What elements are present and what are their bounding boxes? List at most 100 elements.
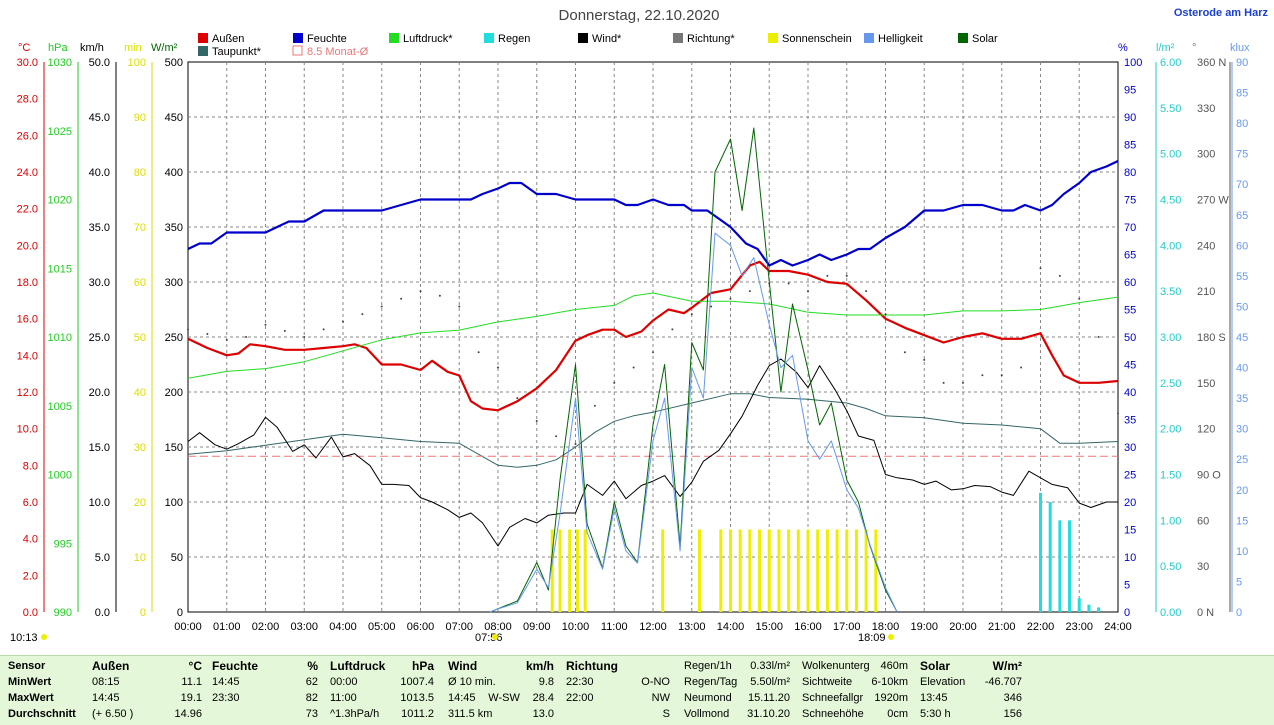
x-tick-label: 09:00 bbox=[523, 621, 551, 633]
wind-avg: 13.0 bbox=[532, 708, 554, 720]
x-tick-label: 10:00 bbox=[562, 621, 590, 633]
wind-min-note: Ø 10 min. bbox=[448, 676, 496, 688]
tick-sun: 20 bbox=[134, 497, 146, 509]
tick-lux: 85 bbox=[1236, 88, 1248, 100]
tick-temp: 10.0 bbox=[17, 424, 38, 436]
x-axis: 00:00 01:00 02:00 03:00 04:00 05:00 06:00 07:00… bbox=[174, 621, 1132, 633]
tick-humidity: 85 bbox=[1124, 140, 1136, 152]
sunshine-bar bbox=[758, 529, 762, 612]
direction-point bbox=[555, 435, 558, 438]
tick-solar: 50 bbox=[171, 552, 183, 564]
aussen-head: Außen bbox=[92, 659, 130, 673]
tick-humidity: 0 bbox=[1124, 607, 1130, 619]
direction-point bbox=[1020, 366, 1023, 369]
tick-direction: 270 W bbox=[1197, 195, 1229, 207]
location-link[interactable]: Osterode am Harz bbox=[1174, 7, 1269, 19]
tick-wind: 40.0 bbox=[89, 167, 110, 179]
tick-rain: 5.50 bbox=[1160, 103, 1181, 115]
x-tick-label: 12:00 bbox=[639, 621, 667, 633]
tick-lux: 40 bbox=[1236, 363, 1248, 375]
tick-pressure: 1010 bbox=[48, 332, 72, 344]
summary-panel: Sensor MinWert MaxWert Durchschnitt Auße… bbox=[0, 655, 1274, 725]
tick-temp: 18.0 bbox=[17, 277, 38, 289]
tick-pressure: 1030 bbox=[48, 57, 72, 69]
sunshine-bar bbox=[661, 529, 665, 612]
series-lines bbox=[187, 127, 1119, 613]
unit-pressure: hPa bbox=[48, 42, 68, 54]
rain-bar bbox=[1068, 520, 1072, 612]
tick-temp: 4.0 bbox=[23, 534, 38, 546]
wind-max-time: 14:45 bbox=[448, 692, 476, 704]
tick-direction: 150 bbox=[1197, 378, 1215, 390]
schneefall-label: Schneefallgr bbox=[802, 692, 864, 704]
legend-label-sonnenschein: Sonnenschein bbox=[782, 33, 852, 45]
tick-wind: 20.0 bbox=[89, 387, 110, 399]
legend-swatch-luftdruck bbox=[389, 33, 399, 43]
tick-lux: 55 bbox=[1236, 271, 1248, 283]
tick-sun: 40 bbox=[134, 387, 146, 399]
luftdruck-min: 1007.4 bbox=[400, 676, 434, 688]
direction-point bbox=[884, 313, 887, 316]
summary-luftdruck: Luftdruck hPa 00:00 1007.4 11:00 1013.5 ^1.… bbox=[330, 658, 434, 722]
tick-sun: 70 bbox=[134, 222, 146, 234]
tick-sun: 90 bbox=[134, 112, 146, 124]
legend-label-taupunkt: Taupunkt* bbox=[212, 46, 262, 58]
tick-direction: 60 bbox=[1197, 515, 1209, 527]
direction-point bbox=[574, 442, 577, 445]
tick-pressure: 1000 bbox=[48, 470, 72, 482]
sunrise-icon bbox=[492, 634, 498, 640]
summary-regen: Regen/1h 0.33l/m² Regen/Tag 5.50l/m² Neumo… bbox=[684, 658, 790, 722]
tick-direction: 30 bbox=[1197, 561, 1209, 573]
x-tick-label: 22:00 bbox=[1027, 621, 1055, 633]
legend-label-aussen: Außen bbox=[212, 33, 244, 45]
sunshine-bar bbox=[835, 529, 839, 612]
direction-point bbox=[826, 274, 829, 277]
tick-rain: 4.00 bbox=[1160, 240, 1181, 252]
luftdruck-max: 1013.5 bbox=[400, 692, 434, 704]
tick-humidity: 15 bbox=[1124, 525, 1136, 537]
solar-elev-label: Elevation bbox=[920, 676, 966, 688]
tick-temp: 22.0 bbox=[17, 204, 38, 216]
sunshine-bar bbox=[583, 529, 587, 612]
sunshine-bar bbox=[787, 529, 791, 612]
tick-humidity: 10 bbox=[1124, 552, 1136, 564]
tick-solar: 300 bbox=[165, 277, 183, 289]
tick-lux: 15 bbox=[1236, 515, 1248, 527]
direction-point bbox=[245, 336, 248, 338]
tick-humidity: 100 bbox=[1124, 57, 1142, 69]
feuchte-head: Feuchte bbox=[212, 659, 259, 673]
row-avg: Durchschnitt bbox=[8, 708, 76, 720]
unit-rain: l/m² bbox=[1156, 42, 1175, 54]
direction-point bbox=[419, 290, 422, 293]
rain-bar bbox=[1039, 492, 1042, 612]
sicht-label: Sichtweite bbox=[802, 676, 853, 688]
tick-humidity: 65 bbox=[1124, 250, 1136, 262]
current-time: 10:13 bbox=[10, 632, 38, 644]
tick-rain: 4.50 bbox=[1160, 195, 1181, 207]
tick-temp: 14.0 bbox=[17, 350, 38, 362]
tick-wind: 45.0 bbox=[89, 112, 110, 124]
sunshine-bar bbox=[845, 529, 849, 612]
tick-pressure: 1020 bbox=[48, 195, 72, 207]
direction-point bbox=[1000, 374, 1003, 377]
legend-label-monat: 8.5 Monat-Ø bbox=[307, 46, 369, 58]
tick-wind: 5.0 bbox=[95, 552, 110, 564]
sunshine-bar bbox=[729, 529, 732, 612]
aussen-max: 19.1 bbox=[180, 692, 202, 704]
unit-sun: min bbox=[124, 42, 142, 54]
legend-label-richtung: Richtung* bbox=[687, 33, 735, 45]
x-tick-label: 23:00 bbox=[1065, 621, 1093, 633]
wind-max-dir: W-SW bbox=[488, 692, 520, 704]
richtung-min-time: 22:30 bbox=[566, 676, 594, 688]
tick-rain: 5.00 bbox=[1160, 149, 1181, 161]
tick-wind: 30.0 bbox=[89, 277, 110, 289]
solar-unit: W/m² bbox=[992, 659, 1022, 673]
direction-point bbox=[787, 282, 790, 285]
vollmond: 31.10.20 bbox=[747, 708, 790, 720]
aussen-min-time: 08:15 bbox=[92, 676, 120, 688]
tick-temp: 30.0 bbox=[17, 57, 38, 69]
sunshine-bar bbox=[575, 529, 579, 612]
tick-rain: 1.50 bbox=[1160, 470, 1181, 482]
wind-min: 9.8 bbox=[538, 676, 554, 688]
neumond: 15.11.20 bbox=[747, 692, 790, 704]
